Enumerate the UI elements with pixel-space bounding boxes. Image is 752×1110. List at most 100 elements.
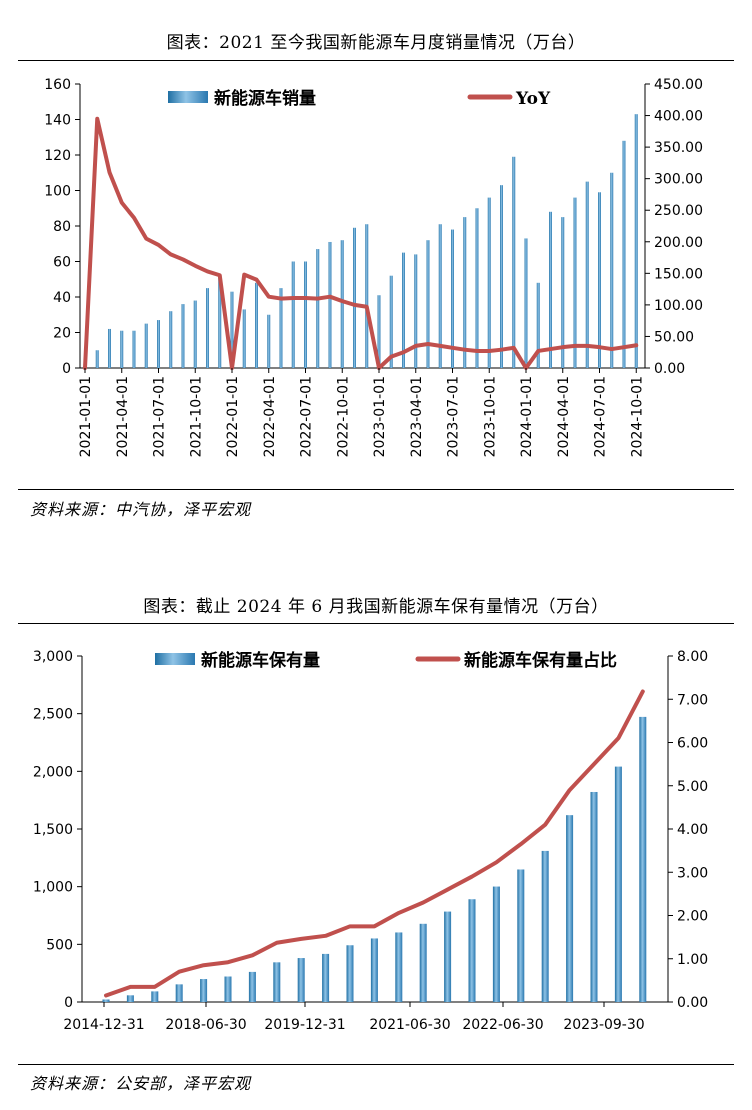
- chart2-bar: [248, 971, 256, 1002]
- chart1-right-tick-label: 150.00: [654, 266, 703, 282]
- chart1-bar: [242, 309, 246, 368]
- chart1-left-tick-label: 120: [44, 148, 71, 164]
- chart1-bar: [181, 304, 185, 368]
- chart2-right-tick-label: 7.00: [677, 692, 708, 708]
- chart2-right-tick-label: 3.00: [677, 865, 708, 881]
- chart1-x-tick-label: 2022-10-01: [335, 376, 351, 457]
- chart2-right-tick-label: 8.00: [677, 649, 708, 665]
- chart1-bar: [353, 227, 356, 368]
- chart2-bar: [346, 945, 354, 1002]
- chart2-bar: [444, 911, 452, 1002]
- chart2-right-tick-label: 5.00: [677, 779, 708, 795]
- chart2-bottom-rule: [18, 1064, 734, 1065]
- chart2-bar: [395, 932, 403, 1002]
- chart1-bar: [316, 249, 320, 368]
- chart1-bar: [598, 192, 601, 368]
- chart2-plot: 0 500 1,000 1,500 2,000 2,500 3,000 0.00 1.00 2.0…: [33, 649, 708, 1033]
- chart1-bar: [536, 282, 540, 368]
- chart2-bar: [126, 995, 134, 1002]
- chart2-bar: [370, 938, 378, 1002]
- chart2-right-tick-label: 4.00: [677, 822, 708, 838]
- chart1-bar: [487, 197, 491, 368]
- chart1-bar: [585, 181, 589, 368]
- chart1-plot: 0 20 40 60 80 100 120 140 160 0.00 50.00 100.00 150.…: [44, 77, 703, 457]
- chart1-bar: [414, 254, 418, 368]
- chart2-x-tick-label: 2021-06-30: [369, 1017, 450, 1033]
- chart1-bar: [426, 240, 430, 368]
- chart2-right-tick-label: 2.00: [677, 909, 708, 925]
- chart2-bar: [151, 991, 159, 1002]
- chart2-top-rule: [18, 623, 734, 624]
- chart1-left-tick-label: 40: [53, 290, 71, 306]
- chart2-bar: [297, 958, 305, 1002]
- chart1-bar: [218, 275, 222, 368]
- chart2-bar: [468, 899, 476, 1002]
- chart1-left-tick-label: 0: [62, 361, 71, 377]
- chart2-bar: [566, 815, 574, 1002]
- chart1-legend-line-label: YoY: [515, 89, 551, 109]
- chart1-bar: [157, 320, 160, 368]
- chart1-right-tick-label: 300.00: [654, 172, 703, 188]
- chart1-right-tick-label: 0.00: [654, 361, 685, 377]
- chart1-bar: [463, 217, 467, 368]
- chart1-right-tick-label: 50.00: [654, 329, 694, 345]
- chart1-bar: [230, 291, 234, 368]
- chart1-right-tick-label: 350.00: [654, 140, 703, 156]
- chart1-left-tick-label: 140: [44, 113, 71, 129]
- chart1-left-tick-label: 160: [44, 77, 71, 93]
- chart2-legend-bar-swatch: [155, 653, 195, 665]
- chart1-x-tick-label: 2024-01-01: [519, 376, 535, 457]
- chart1-bar: [438, 224, 442, 368]
- chart1-bar: [206, 288, 209, 368]
- chart1-bar: [132, 330, 136, 368]
- chart1-bar: [255, 282, 258, 368]
- chart1-x-tick-label: 2021-01-01: [78, 376, 94, 457]
- chart2-x-tick-label: 2014-12-31: [63, 1017, 144, 1033]
- chart1-x-tick-label: 2024-07-01: [593, 376, 609, 457]
- chart1-bar: [524, 238, 528, 368]
- chart1-line-series: [83, 116, 639, 370]
- chart2-bar: [517, 869, 525, 1002]
- chart1-x-tick-label: 2021-04-01: [115, 376, 131, 457]
- chart1-bar: [144, 323, 148, 368]
- chart1-top-rule: [18, 60, 734, 61]
- chart2-left-tick-label: 0: [64, 995, 73, 1011]
- chart1-bar: [169, 311, 173, 368]
- chart1-x-tick-label: 2021-07-01: [152, 376, 168, 457]
- chart2-left-tick-label: 3,000: [33, 649, 73, 665]
- chart1-x-tick-label: 2023-04-01: [409, 376, 425, 457]
- chart1-bar: [561, 217, 565, 368]
- chart2-bar: [590, 791, 598, 1002]
- chart2-bar: [175, 984, 183, 1002]
- chart1-legend-bar-label: 新能源车销量: [214, 88, 316, 109]
- chart2-x-tick-label: 2018-06-30: [165, 1017, 246, 1033]
- chart2-bar: [224, 976, 232, 1002]
- chart1-bar: [402, 252, 405, 368]
- chart1-left-tick-label: 20: [53, 326, 71, 342]
- chart2-x-tick-label: 2023-09-30: [563, 1017, 644, 1033]
- chart1-x-tick-label: 2023-07-01: [446, 376, 462, 457]
- chart1-bar: [622, 140, 626, 368]
- chart1-x-tick-label: 2023-01-01: [372, 376, 388, 457]
- chart2-left-tick-label: 1,000: [33, 880, 73, 896]
- chart1-left-tick-label: 60: [53, 255, 71, 271]
- chart1-bar: [304, 261, 307, 368]
- chart1-right-tick-label: 250.00: [654, 203, 703, 219]
- chart1-x-tick-label: 2024-04-01: [556, 376, 572, 457]
- chart1-x-tick-label: 2022-07-01: [299, 376, 315, 457]
- chart1-bottom-rule: [18, 489, 734, 490]
- chart2-legend-bar-label: 新能源车保有量: [201, 650, 320, 671]
- chart2-left-tick-label: 2,000: [33, 764, 73, 780]
- chart1-bar: [500, 185, 503, 368]
- chart1-left-tick-label: 80: [53, 219, 71, 235]
- chart1-bar: [549, 211, 552, 368]
- chart1-x-tick-label: 2022-04-01: [262, 376, 278, 457]
- chart1-bar: [291, 261, 295, 368]
- chart2-bar: [419, 923, 427, 1002]
- chart1-left-tick-label: 100: [44, 184, 71, 200]
- chart2-bar: [614, 766, 622, 1002]
- chart2-source: 资料来源：公安部，泽平宏观: [30, 1074, 252, 1093]
- chart2-title: 图表：截止 2024 年 6 月我国新能源车保有量情况（万台）: [143, 597, 609, 617]
- chart2-bar: [102, 999, 110, 1002]
